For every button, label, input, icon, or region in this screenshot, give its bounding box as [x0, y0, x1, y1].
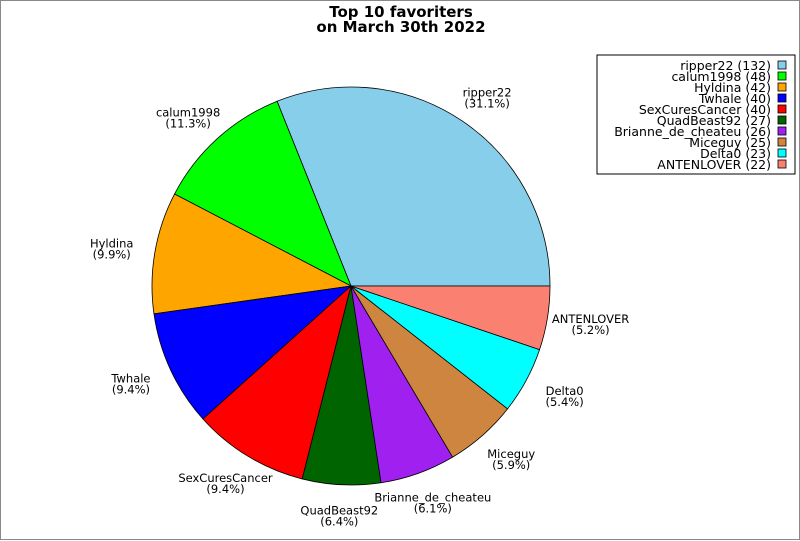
slice-label: Hyldina (9.9%) — [90, 236, 133, 261]
pie-slice-ripper22 — [276, 86, 551, 287]
slice-label: Brianne_de_cheateu (6.1%) — [374, 490, 491, 515]
pie-slice-ANTENLOVER — [350, 285, 551, 351]
legend-swatch — [777, 104, 787, 114]
slice-label: ANTENLOVER (5.2%) — [552, 312, 629, 337]
legend-entry-label: ANTENLOVER (22) — [657, 157, 771, 172]
slice-label: calum1998 (11.3%) — [156, 105, 220, 130]
legend-swatch — [777, 93, 787, 103]
slice-label: Delta0 (5.4%) — [546, 384, 584, 409]
pie-slice-calum1998 — [173, 100, 352, 287]
legend-entry-label: Miceguy (25) — [689, 135, 771, 150]
legend-entry-label: Brianne_de_cheateu (26) — [614, 124, 771, 139]
legend-swatch — [777, 82, 787, 92]
legend-box — [596, 54, 796, 175]
pie-slice-Hyldina — [151, 193, 353, 315]
legend-entry-label: calum1998 (48) — [671, 69, 771, 84]
pie-slice-Twhale — [153, 285, 353, 420]
legend-swatch — [777, 159, 787, 169]
legend-swatch — [777, 137, 787, 147]
pie-slice-SexCuresCancer — [202, 284, 352, 480]
slice-label: Miceguy (5.9%) — [487, 447, 535, 472]
legend-entry-label: Delta0 (23) — [700, 146, 771, 161]
legend-entry-label: Twhale (40) — [698, 91, 771, 106]
legend-swatch — [777, 60, 787, 70]
chart-title-line-2: on March 30th 2022 — [316, 18, 485, 36]
slice-label: Twhale (9.4%) — [110, 372, 150, 397]
legend-swatch — [777, 115, 787, 125]
legend-swatch — [777, 126, 787, 136]
legend-swatch — [777, 71, 787, 81]
slice-label: QuadBeast92 (6.4%) — [300, 504, 378, 529]
slice-label: ripper22 (31.1%) — [463, 85, 512, 110]
legend-entry-label: Hyldina (42) — [694, 80, 771, 95]
chart-title-line-1: Top 10 favoriters — [329, 3, 473, 21]
slice-label: SexCuresCancer (9.4%) — [178, 471, 273, 496]
legend-swatch — [777, 148, 787, 158]
legend-entry-label: QuadBeast92 (27) — [657, 113, 771, 128]
legend-entry-label: ripper22 (132) — [680, 58, 771, 73]
legend-entry-label: SexCuresCancer (40) — [639, 102, 771, 117]
